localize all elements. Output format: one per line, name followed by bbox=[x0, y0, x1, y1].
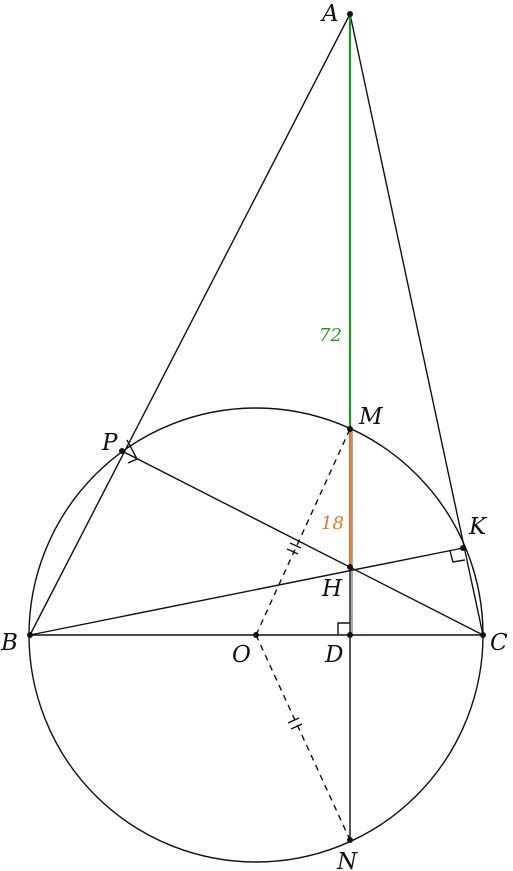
label-o: O bbox=[232, 642, 251, 668]
label-d: D bbox=[324, 642, 343, 668]
label-n: N bbox=[336, 849, 358, 871]
label-h: H bbox=[321, 576, 343, 602]
radius-on bbox=[255, 634, 351, 841]
point-m bbox=[347, 426, 353, 432]
tick-mark-on bbox=[287, 717, 303, 730]
label-a: A bbox=[320, 1, 339, 27]
segment-ab bbox=[29, 13, 351, 636]
tick-mark-om bbox=[286, 542, 302, 555]
radius-om bbox=[255, 428, 351, 636]
label-b: B bbox=[0, 630, 18, 656]
point-n bbox=[347, 837, 353, 843]
measure-am: 72 bbox=[319, 325, 342, 346]
point-k bbox=[460, 545, 466, 551]
right-angle-p bbox=[126, 439, 138, 464]
right-angle-d bbox=[337, 622, 350, 635]
label-c: C bbox=[490, 630, 508, 656]
point-c bbox=[480, 632, 486, 638]
point-d bbox=[347, 632, 353, 638]
measure-mh: 18 bbox=[321, 513, 344, 534]
altitude-bk bbox=[29, 547, 464, 636]
point-h bbox=[347, 564, 353, 570]
label-m: M bbox=[358, 404, 384, 430]
altitude-cp bbox=[121, 450, 484, 636]
label-p: P bbox=[101, 430, 118, 456]
point-p bbox=[119, 448, 125, 454]
point-o bbox=[253, 632, 259, 638]
point-b bbox=[27, 632, 33, 638]
segment-ac bbox=[349, 13, 484, 636]
point-a bbox=[347, 11, 353, 17]
label-k: K bbox=[468, 514, 488, 540]
right-angle-k bbox=[449, 550, 466, 563]
